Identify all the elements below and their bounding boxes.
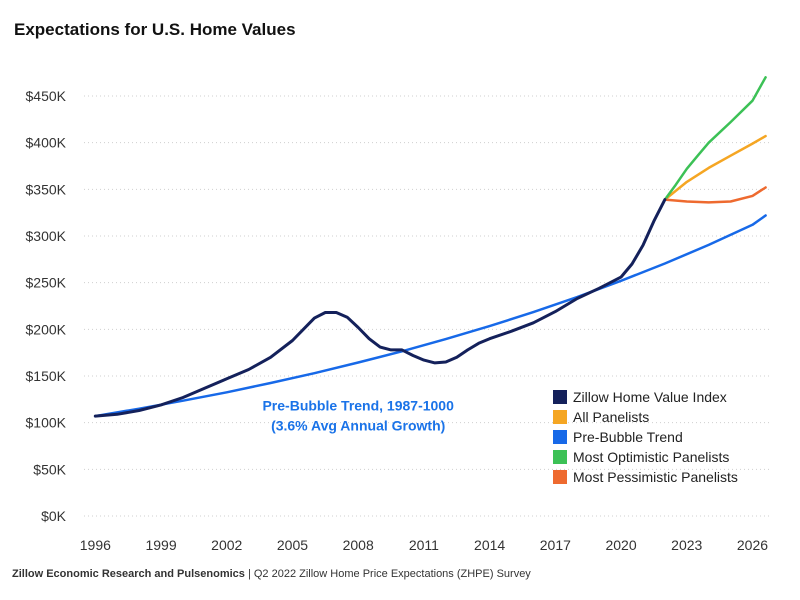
trend-annotation-line: (3.6% Avg Annual Growth) [271, 418, 445, 434]
y-tick-label: $100K [26, 415, 67, 431]
series-line-all-panelists [663, 134, 767, 201]
series-line-most-optimistic-panelists [663, 76, 767, 201]
series-line-zillow-home-value-index [93, 198, 667, 418]
y-tick-label: $0K [41, 508, 67, 524]
x-tick-label: 1999 [145, 537, 176, 553]
x-tick-label: 2008 [343, 537, 374, 553]
legend-label: Pre-Bubble Trend [573, 429, 683, 445]
y-tick-label: $400K [26, 135, 67, 151]
legend-label: All Panelists [573, 409, 649, 425]
y-axis-ticks: $0K $50K $100K $150K $200K $250K $300K $350K $40… [26, 88, 67, 524]
x-tick-label: 2026 [737, 537, 768, 553]
y-tick-label: $450K [26, 88, 67, 104]
series-lines [93, 76, 767, 418]
legend-swatch [553, 390, 567, 404]
y-tick-label: $350K [26, 181, 67, 197]
footer-source-rest: | Q2 2022 Zillow Home Price Expectations… [244, 568, 531, 580]
footer-source-bold: Zillow Economic Research and Pulsenomics [12, 568, 245, 580]
y-tick-label: $150K [26, 368, 67, 384]
x-axis-ticks: 1996 1999 2002 2005 2008 2011 2014 2017 2020 2023… [80, 537, 769, 553]
y-tick-label: $50K [33, 461, 66, 477]
x-tick-label: 2020 [605, 537, 636, 553]
series-line-pre-bubble-trend [94, 214, 767, 418]
y-tick-label: $300K [26, 228, 67, 244]
legend-label: Most Optimistic Panelists [573, 449, 729, 465]
x-tick-label: 2023 [671, 537, 702, 553]
x-tick-label: 1996 [80, 537, 111, 553]
y-tick-label: $250K [26, 275, 67, 291]
y-tick-label: $200K [26, 321, 67, 337]
x-tick-label: 2011 [409, 537, 439, 553]
x-tick-label: 2014 [474, 537, 505, 553]
legend: Zillow Home Value Index All Panelists Pre-… [553, 389, 738, 485]
legend-swatch [553, 470, 567, 484]
series-line-most-pessimistic-panelists [663, 186, 767, 204]
legend-swatch [553, 430, 567, 444]
x-tick-label: 2017 [540, 537, 571, 553]
trend-annotation-line: Pre-Bubble Trend, 1987-1000 [262, 398, 454, 414]
legend-swatch [553, 410, 567, 424]
chart-title: Expectations for U.S. Home Values [14, 20, 296, 39]
trend-annotation: Pre-Bubble Trend, 1987-1000 (3.6% Avg Ann… [262, 398, 454, 434]
legend-label: Zillow Home Value Index [573, 389, 727, 405]
x-tick-label: 2002 [211, 537, 242, 553]
legend-label: Most Pessimistic Panelists [573, 469, 738, 485]
footer-source: Zillow Economic Research and Pulsenomics… [12, 568, 531, 580]
legend-swatch [553, 450, 567, 464]
x-tick-label: 2005 [277, 537, 308, 553]
